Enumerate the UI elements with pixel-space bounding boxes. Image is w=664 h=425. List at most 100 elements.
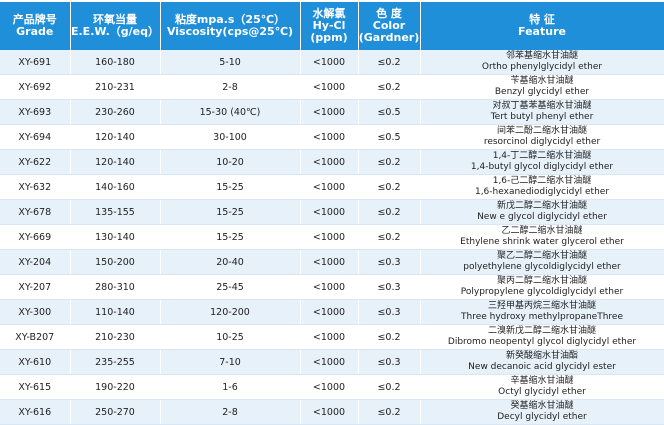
table-row: XY-616 250-270 2-8 <1000 ≤0.2 癸基缩水甘油醚 Decyl gl… bbox=[0, 399, 664, 425]
cell: <1000 bbox=[300, 224, 359, 250]
cell: ≤0.3 bbox=[358, 349, 421, 375]
header-text: (ppm) bbox=[310, 31, 348, 44]
table-row: XY-693 230-260 15-30 (40℃) <1000 ≤0.5 对叔丁基苯基缩… bbox=[0, 99, 664, 125]
cell: <1000 bbox=[300, 199, 359, 225]
feature-text: 二溴新戊二醇二缩水甘油醚 bbox=[487, 326, 596, 336]
header-text: E.E.W.（g/eq） bbox=[70, 25, 160, 38]
feature-cell: 二溴新戊二醇二缩水甘油醚 Dibromo neopentyl glycol dig… bbox=[420, 324, 664, 350]
feature-cell: 对叔丁基苯基缩水甘油醚 Tert butyl phenyl ether bbox=[420, 99, 664, 125]
cell: ≤0.2 bbox=[358, 374, 421, 400]
cell: 30-100 bbox=[160, 124, 301, 150]
feature-text: 1,6-己二醇二缩水甘油醚 bbox=[492, 176, 592, 186]
cell: XY-669 bbox=[0, 224, 71, 250]
table-row: XY-615 190-220 1-6 <1000 ≤0.2 辛基缩水甘油醚 Octyl gl… bbox=[0, 374, 664, 400]
header-text: Hy-Cl bbox=[312, 19, 346, 32]
feature-text: 聚丙二醇二缩水甘油醚 bbox=[496, 276, 587, 286]
cell: 280-310 bbox=[70, 274, 161, 300]
cell: <1000 bbox=[300, 374, 359, 400]
cell: 5-10 bbox=[160, 50, 301, 75]
feature-text: 苄基缩水甘油醚 bbox=[510, 76, 574, 86]
feature-cell: 间苯二酚二缩水甘油醚 resorcinol diglycidyl ether bbox=[420, 124, 664, 150]
cell: <1000 bbox=[300, 274, 359, 300]
cell: 2-8 bbox=[160, 74, 301, 100]
cell: <1000 bbox=[300, 74, 359, 100]
feature-text: 1,4-butyl glycol diglycidyl ether bbox=[470, 162, 614, 172]
cell: ≤0.2 bbox=[358, 50, 421, 75]
cell: 15-25 bbox=[160, 174, 301, 200]
cell: 130-140 bbox=[70, 224, 161, 250]
feature-text: Benzyl glycidyl ether bbox=[494, 87, 590, 97]
cell: 150-200 bbox=[70, 249, 161, 275]
header-text: Viscosity(cps@25℃) bbox=[166, 25, 294, 38]
feature-cell: 聚乙二醇二缩水甘油醚 polyethylene glycoldiglycidyl … bbox=[420, 249, 664, 275]
cell: ≤0.3 bbox=[358, 299, 421, 325]
table-row: XY-692 210-231 2-8 <1000 ≤0.2 苄基缩水甘油醚 Benzyl g… bbox=[0, 74, 664, 100]
feature-cell: 聚丙二醇二缩水甘油醚 Polypropylene glycoldiglycidyl… bbox=[420, 274, 664, 300]
feature-text: Tert butyl phenyl ether bbox=[490, 112, 594, 122]
cell: 140-160 bbox=[70, 174, 161, 200]
cell: ≤0.5 bbox=[358, 124, 421, 150]
feature-text: 新戊二醇二缩水甘油醚 bbox=[496, 201, 587, 211]
cell: 120-200 bbox=[160, 299, 301, 325]
cell: XY-616 bbox=[0, 399, 71, 425]
cell: <1000 bbox=[300, 124, 359, 150]
cell: 20-40 bbox=[160, 249, 301, 275]
cell: 1-6 bbox=[160, 374, 301, 400]
cell: ≤0.2 bbox=[358, 324, 421, 350]
cell: 110-140 bbox=[70, 299, 161, 325]
cell: 210-230 bbox=[70, 324, 161, 350]
cell: XY-678 bbox=[0, 199, 71, 225]
cell: <1000 bbox=[300, 399, 359, 425]
cell: 15-25 bbox=[160, 199, 301, 225]
cell: 135-155 bbox=[70, 199, 161, 225]
feature-text: Ortho phenylglycidyl ether bbox=[481, 62, 603, 72]
cell: ≤0.2 bbox=[358, 74, 421, 100]
cell: 210-231 bbox=[70, 74, 161, 100]
cell: XY-207 bbox=[0, 274, 71, 300]
table-row: XY-669 130-140 15-25 <1000 ≤0.2 乙二醇二缩水甘油醚 Ethy… bbox=[0, 224, 664, 250]
cell: ≤0.3 bbox=[358, 274, 421, 300]
cell: XY-691 bbox=[0, 50, 71, 75]
header-text: Feature bbox=[518, 25, 566, 38]
cell: 120-140 bbox=[70, 149, 161, 175]
table-row: XY-622 120-140 10-20 <1000 ≤0.2 1,4-丁二醇二缩水甘油醚… bbox=[0, 149, 664, 175]
cell: XY-692 bbox=[0, 74, 71, 100]
feature-text: 间苯二酚二缩水甘油醚 bbox=[496, 126, 587, 136]
table-row: XY-691 160-180 5-10 <1000 ≤0.2 邻苯基缩水甘油醚 Ortho … bbox=[0, 50, 664, 75]
cell: <1000 bbox=[300, 99, 359, 125]
cell: <1000 bbox=[300, 249, 359, 275]
feature-text: Ethylene shrink water glycerol ether bbox=[460, 237, 624, 247]
cell: XY-615 bbox=[0, 374, 71, 400]
feature-text: 对叔丁基苯基缩水甘油醚 bbox=[492, 101, 592, 111]
feature-cell: 1,4-丁二醇二缩水甘油醚 1,4-butyl glycol diglycidyl… bbox=[420, 149, 664, 175]
cell: 10-25 bbox=[160, 324, 301, 350]
header-text: 粘度mpa.s（25℃） bbox=[174, 13, 286, 26]
cell: ≤0.2 bbox=[358, 199, 421, 225]
cell: 10-20 bbox=[160, 149, 301, 175]
header-text: (Gardner) bbox=[358, 31, 420, 44]
feature-text: polyethylene glycoldiglycidyl ether bbox=[463, 262, 621, 272]
feature-cell: 1,6-己二醇二缩水甘油醚 1,6-hexanediodiglycidyl eth… bbox=[420, 174, 664, 200]
cell: XY-300 bbox=[0, 299, 71, 325]
feature-text: 1,4-丁二醇二缩水甘油醚 bbox=[492, 151, 592, 161]
feature-cell: 乙二醇二缩水甘油醚 Ethylene shrink water glycerol … bbox=[420, 224, 664, 250]
feature-text: Three hydroxy methylpropaneThree bbox=[461, 312, 623, 322]
feature-text: 癸基缩水甘油醚 bbox=[510, 401, 574, 411]
cell: XY-610 bbox=[0, 349, 71, 375]
feature-cell: 癸基缩水甘油醚 Decyl glycidyl ether bbox=[420, 399, 664, 425]
cell: 190-220 bbox=[70, 374, 161, 400]
header-text: 水解氯 bbox=[312, 7, 346, 20]
cell: ≤0.5 bbox=[358, 99, 421, 125]
cell: XY-622 bbox=[0, 149, 71, 175]
feature-text: Dibromo neopentyl glycol diglycidyl ethe… bbox=[447, 337, 637, 347]
cell: 2-8 bbox=[160, 399, 301, 425]
cell: ≤0.3 bbox=[358, 249, 421, 275]
header-text: Grade bbox=[16, 25, 54, 38]
header-cell: 粘度mpa.s（25℃） Viscosity(cps@25℃) bbox=[160, 2, 301, 50]
feature-text: 新癸酸缩水甘油酯 bbox=[505, 351, 578, 361]
cell: 250-270 bbox=[70, 399, 161, 425]
header-text: 环氧当量 bbox=[93, 13, 137, 26]
header-cell: 产品牌号 Grade bbox=[0, 2, 71, 50]
header-text: 产品牌号 bbox=[12, 13, 57, 26]
